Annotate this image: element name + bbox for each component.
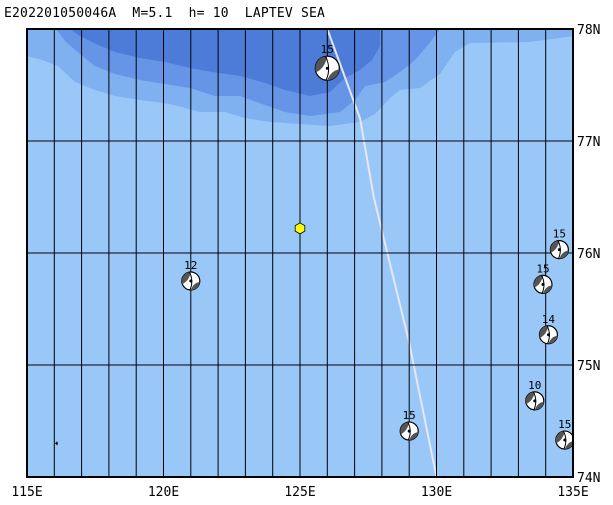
plate-boundary-line	[326, 29, 438, 477]
beachball-lobe	[555, 431, 565, 444]
latitude-label: 75N	[577, 359, 600, 374]
map-area: 15 12 15 15 14 10 15 15	[27, 29, 574, 477]
event-depth-label: 14	[542, 313, 556, 326]
beachball-lobe	[400, 422, 410, 435]
beachball-center	[189, 279, 193, 283]
latitude-label: 77N	[577, 135, 600, 150]
beachball-lobe	[539, 325, 549, 338]
beachball-lobe	[181, 272, 191, 285]
event-depth-label: 15	[536, 262, 549, 275]
beachball-lobe	[315, 56, 328, 73]
event-marker[interactable]: 15	[549, 228, 569, 260]
beachball-lobe	[559, 250, 569, 259]
beachball-lobe	[564, 441, 573, 450]
event-marker[interactable]: 12	[181, 259, 201, 291]
latitude-labels: 74N 75N 76N 77N 78N	[577, 23, 600, 486]
event-depth-label: 10	[528, 379, 541, 392]
deepest-water-contour	[70, 29, 380, 96]
event-marker[interactable]: 10	[525, 379, 545, 411]
beachball-lobe	[542, 285, 552, 294]
beachball-center	[541, 282, 545, 286]
latitude-label: 74N	[577, 471, 600, 486]
events-layer: 15 12 15 15 14 10 15 15	[181, 43, 574, 450]
event-marker[interactable]: 15	[555, 418, 574, 450]
map-frame	[26, 28, 574, 478]
beachball-lobe	[550, 240, 560, 253]
beachball-center	[533, 399, 537, 403]
event-marker[interactable]: 14	[538, 313, 559, 345]
beachball-lobe	[525, 391, 535, 404]
beachball-lobe	[327, 69, 340, 81]
event-depth-label: 15	[321, 43, 334, 56]
latitude-label: 78N	[577, 23, 600, 38]
beachball-center	[546, 333, 550, 337]
beachball-center	[563, 438, 567, 442]
beachball-lobe	[409, 431, 419, 441]
event-depth-label: 15	[558, 418, 571, 431]
epicenter-hexagon-icon[interactable]	[294, 222, 306, 235]
beachball-lobe	[190, 281, 200, 291]
event-depth-label: 12	[184, 259, 197, 272]
beachball-center	[557, 248, 561, 252]
longitude-label: 120E	[148, 485, 179, 500]
beachball-lobe	[533, 275, 543, 288]
longitude-labels: 115E 120E 125E 130E 135E	[11, 485, 588, 500]
longitude-label: 125E	[284, 485, 315, 500]
event-depth-label: 15	[553, 228, 566, 241]
event-depth-label: 15	[403, 409, 416, 422]
small-island	[55, 441, 59, 446]
longitude-label: 130E	[421, 485, 452, 500]
map-title: E202201050046A M=5.1 h= 10 LAPTEV SEA	[4, 6, 326, 21]
longitude-label: 135E	[557, 485, 588, 500]
event-marker[interactable]: 15	[314, 43, 340, 81]
beachball-center	[407, 429, 411, 433]
beachball-center	[325, 66, 329, 70]
beachball-lobe	[548, 335, 558, 344]
beachball-lobe	[534, 401, 544, 410]
event-marker[interactable]: 15	[533, 262, 553, 294]
latitude-label: 76N	[577, 247, 600, 262]
longitude-label: 115E	[11, 485, 42, 500]
graticule	[27, 29, 573, 477]
event-marker[interactable]: 15	[399, 409, 419, 441]
